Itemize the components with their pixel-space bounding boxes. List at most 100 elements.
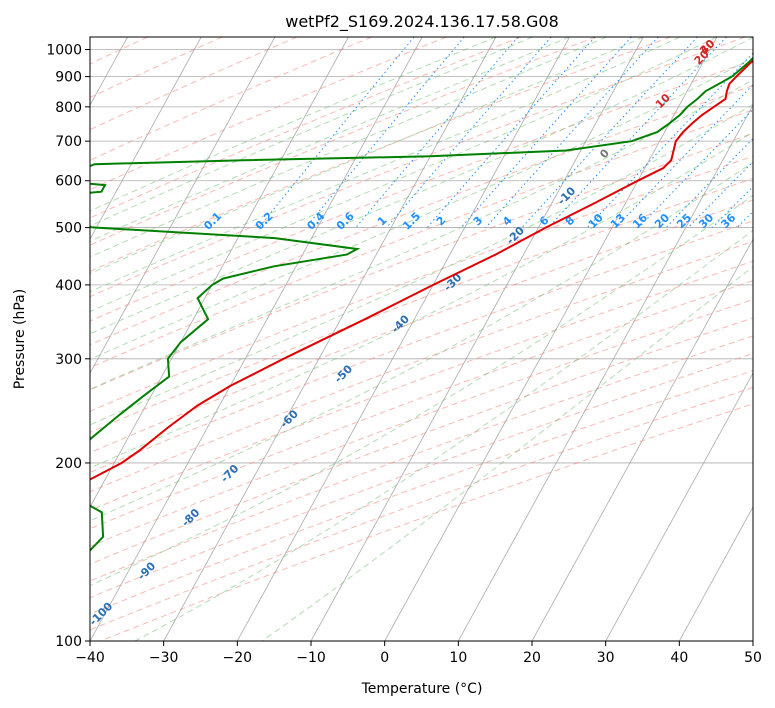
dry-adiabat-line xyxy=(90,199,753,454)
isotherm-line xyxy=(310,37,644,641)
y-tick-label: 300 xyxy=(55,352,82,368)
mixing-ratio-label: 20 xyxy=(652,211,672,231)
dry-adiabat-line xyxy=(90,37,746,298)
moist-adiabat-line xyxy=(90,37,681,293)
y-tick-label: 600 xyxy=(55,174,82,190)
x-tick-label: −30 xyxy=(149,650,179,666)
moist-adiabat-line xyxy=(90,37,570,242)
dry-adiabat-line xyxy=(90,260,753,512)
mixing-ratio-label: 1.5 xyxy=(400,210,423,233)
moist-adiabat-line xyxy=(90,37,497,212)
dry-adiabat-line xyxy=(100,403,753,641)
moist-adiabat-line xyxy=(90,37,753,335)
isotherm-line xyxy=(236,37,570,641)
x-tick-label: −10 xyxy=(296,650,326,666)
isotherm-lines xyxy=(90,37,753,641)
y-axis-label: Pressure (hPa) xyxy=(12,289,28,389)
dry-adiabat-label: -40 xyxy=(389,312,412,335)
moist-adiabat-line xyxy=(90,194,753,587)
mixing-ratio-label: 0.4 xyxy=(304,209,327,232)
mixing-ratio-line xyxy=(355,37,519,228)
isotherm-line xyxy=(90,37,276,375)
mixing-ratio-line xyxy=(587,52,753,228)
dry-adiabat-line xyxy=(90,352,753,599)
dry-adiabat-label: -100 xyxy=(87,599,116,628)
dry-adiabat-label: -70 xyxy=(218,462,241,485)
y-tick-label: 100 xyxy=(55,634,82,650)
x-tick-label: −40 xyxy=(75,650,105,666)
mixing-ratio-line xyxy=(665,137,753,228)
isotherm-line xyxy=(457,104,753,641)
moist-adiabat-line xyxy=(134,229,753,641)
dry-adiabat-line xyxy=(90,298,753,548)
isotherm-line xyxy=(752,640,753,641)
dry-adiabat-line xyxy=(90,37,298,131)
dry-adiabat-line xyxy=(90,109,753,369)
moist-adiabat-line xyxy=(90,79,753,390)
y-tick-label: 700 xyxy=(55,134,82,150)
dry-adiabat-line xyxy=(90,155,753,412)
dry-adiabat-line xyxy=(90,37,522,219)
dry-adiabat-line xyxy=(90,37,447,191)
mixing-ratio-line xyxy=(615,84,753,228)
mixing-ratio-line xyxy=(485,37,659,228)
y-tick-label: 500 xyxy=(55,221,82,237)
dry-adiabat-line xyxy=(90,132,753,391)
pressure-gridlines xyxy=(90,49,753,641)
mixing-ratio-label: 3 xyxy=(471,214,486,229)
dry-adiabat-label: -50 xyxy=(332,362,355,385)
x-axis-label: Temperature (°C) xyxy=(361,681,483,697)
x-tick-label: 30 xyxy=(597,650,615,666)
mixing-ratio-line xyxy=(426,37,596,228)
plot-frame xyxy=(89,36,754,642)
moist-adiabat-line xyxy=(90,37,718,313)
plot-area: -100-90-80-70-60-50-40-30-20-10010203040… xyxy=(0,37,775,641)
dry-adiabat-label: -90 xyxy=(135,559,158,582)
dry-adiabat-line xyxy=(90,37,223,99)
mixing-ratio-line xyxy=(305,37,465,228)
y-tick-label: 1000 xyxy=(46,43,82,59)
dry-adiabat-line xyxy=(90,335,753,582)
moist-adiabat-line xyxy=(261,265,753,641)
y-tick-label: 200 xyxy=(55,456,82,472)
moist-adiabat-line xyxy=(90,103,753,426)
mixing-ratio-label: 25 xyxy=(674,211,694,231)
mixing-ratio-label: 4 xyxy=(500,214,515,229)
dry-adiabat-line xyxy=(90,317,753,565)
x-axis: −40 −30 −20 −10 0 10 20 30 40 50 xyxy=(75,641,762,666)
y-axis: 100 200 300 400 500 600 700 800 900 1000 xyxy=(46,43,90,650)
isotherm-line xyxy=(605,372,753,641)
isotherm-line xyxy=(531,238,753,641)
reference-line-labels: -100-90-80-70-60-50-40-30-20-10010203040… xyxy=(87,37,739,628)
y-tick-label: 400 xyxy=(55,278,82,294)
mixing-ratio-line xyxy=(548,37,727,228)
isotherm-line xyxy=(384,37,718,641)
x-tick-label: 20 xyxy=(523,650,541,666)
mixing-ratio-line xyxy=(521,37,698,228)
dry-adiabat-line xyxy=(90,84,753,346)
mixing-ratio-line xyxy=(258,37,415,228)
dry-adiabat-line xyxy=(90,37,671,272)
dry-adiabat-line xyxy=(90,386,753,631)
dry-adiabat-line xyxy=(0,37,73,641)
x-tick-label: 0 xyxy=(380,650,389,666)
dewpoint-line xyxy=(90,56,753,552)
isotherm-line xyxy=(90,37,423,641)
y-tick-label: 800 xyxy=(55,100,82,116)
mixing-ratio-label: 10 xyxy=(586,211,606,231)
dry-adiabat-line xyxy=(90,240,753,493)
mixing-ratio-line xyxy=(758,37,775,228)
dry-adiabat-line xyxy=(90,220,753,474)
mixing-ratio-label: 36 xyxy=(718,211,738,231)
isotherm-line xyxy=(90,37,202,241)
mixing-ratio-label: 0.2 xyxy=(253,210,276,233)
x-tick-label: 40 xyxy=(670,650,688,666)
mixing-ratio-line xyxy=(638,108,753,228)
moist-adiabat-label: 0 xyxy=(597,146,612,161)
temperature-line xyxy=(90,60,753,481)
moist-adiabat-line xyxy=(90,37,644,275)
moist-adiabat-line xyxy=(90,56,753,360)
x-tick-label: 50 xyxy=(744,650,762,666)
mixing-ratio-line xyxy=(460,37,632,228)
